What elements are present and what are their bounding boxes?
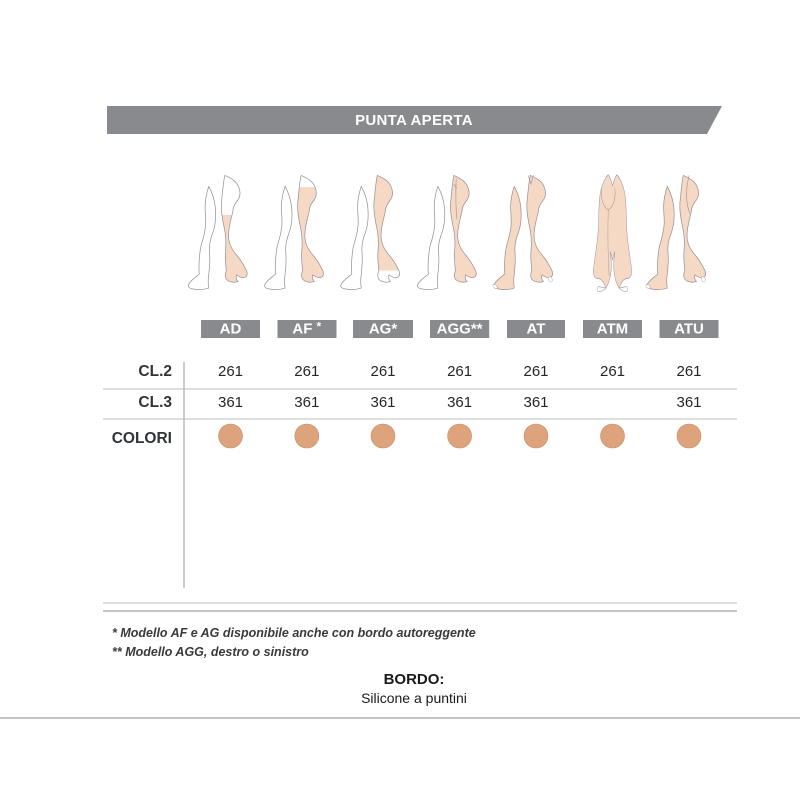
svg-text:Silicone a puntini: Silicone a puntini: [361, 690, 467, 706]
svg-text:* Modello AF e AG disponibile: * Modello AF e AG disponibile anche con …: [112, 626, 476, 640]
svg-text:BORDO:: BORDO:: [384, 671, 445, 688]
svg-text:** Modello AGG, destro o sinis: ** Modello AGG, destro o sinistro: [112, 645, 309, 659]
